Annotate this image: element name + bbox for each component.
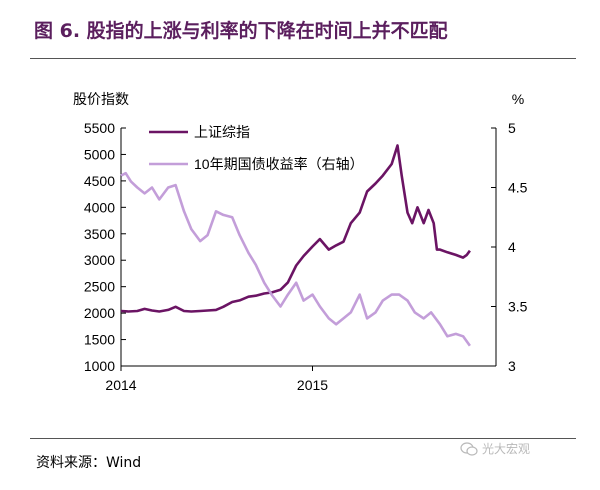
bottom-rule [30,438,576,439]
left-tick-label: 2000 [84,305,115,321]
x-tick-label: 2015 [297,377,328,393]
left-tick-label: 3000 [84,252,115,268]
left-tick-label: 5500 [84,120,115,136]
title-rule [30,58,576,59]
chart-axes: 1000 1500 2000 2500 3000 3500 4000 4500 5000 5500… [73,91,528,393]
dual-axis-line-chart: 1000 1500 2000 2500 3000 3500 4000 4500 5000 5500… [73,91,528,393]
series-line-yield [120,171,471,347]
legend-label: 上证综指 [194,124,250,140]
left-tick-label: 1000 [84,358,115,374]
right-tick-label: 5 [508,120,516,136]
left-tick-label: 3500 [84,226,115,242]
source-note: 资料来源：Wind [36,455,142,471]
watermark-text: 光大宏观 [482,442,531,456]
chart-legend: 上证综指 10年期国债收益率（右轴） [149,124,364,172]
left-tick-label: 1500 [84,332,115,348]
right-tick-label: 3.5 [508,299,528,315]
right-axis-title: % [512,91,524,107]
left-tick-label: 5000 [84,146,115,162]
left-tick-label: 4500 [84,173,115,189]
left-tick-label: 4000 [84,199,115,215]
chart-marks [120,144,471,347]
legend-label: 10年期国债收益率（右轴） [194,156,364,172]
x-tick-label: 2014 [105,377,136,393]
right-tick-label: 3 [508,358,516,374]
watermark: 光大宏观 [460,440,530,457]
right-tick-label: 4 [508,239,516,255]
left-axis-title: 股价指数 [73,91,129,107]
wechat-icon [460,441,478,456]
right-tick-label: 4.5 [508,180,528,196]
figure-title: 图 6. 股指的上涨与利率的下降在时间上并不匹配 [34,20,448,42]
left-tick-label: 2500 [84,279,115,295]
series-line-index [120,144,471,313]
